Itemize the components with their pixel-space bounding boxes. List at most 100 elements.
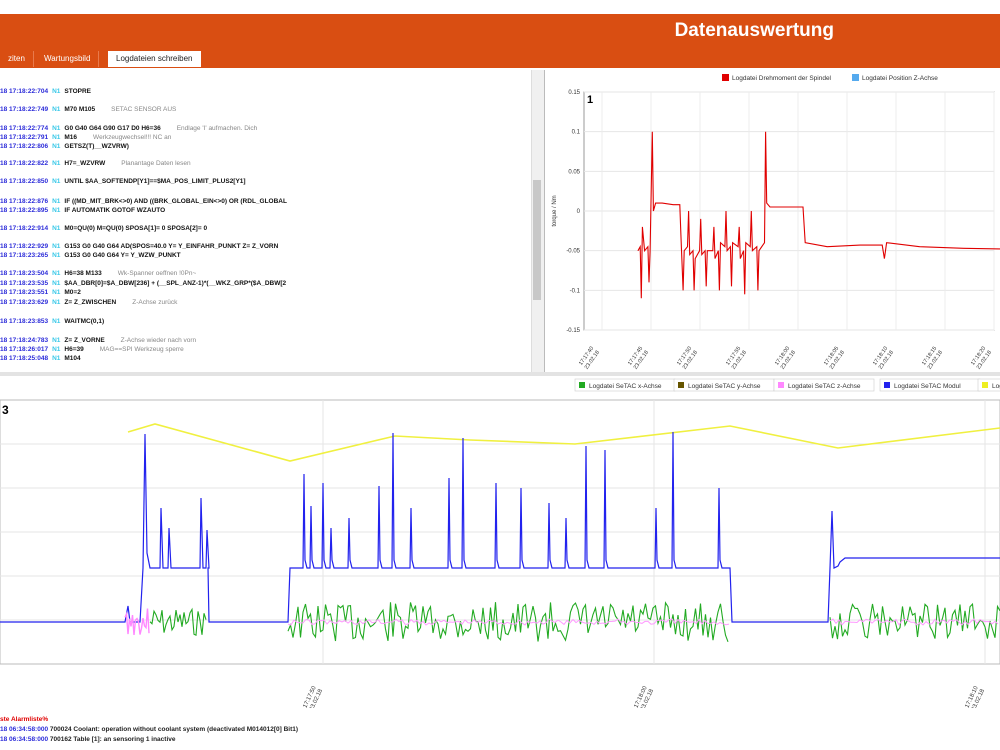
- log-line[interactable]: 18 17:18:22:704 N1 STOPRE: [0, 88, 111, 95]
- series-line-z-axis: [287, 618, 730, 626]
- y-tick-label: -0.1: [570, 288, 581, 294]
- log-line[interactable]: 18 17:18:23:535 N1 $AA_DBR[0]=$A_DBW[236] …: [0, 280, 306, 287]
- log-line[interactable]: 18 17:18:23:853 N1 WAITMC(0,1): [0, 318, 124, 325]
- log-ts: 18 17:18:22:774: [0, 125, 49, 132]
- log-cmd: M70 M105: [64, 106, 96, 113]
- log-cmt: Planantage Daten lesen: [121, 160, 191, 167]
- log-line[interactable]: 18 17:18:22:895 N1 IF AUTOMATIK GOTOF WZAU…: [0, 207, 185, 214]
- y-tick-label: 0.1: [572, 130, 581, 136]
- legend-label: Logdatei: [992, 383, 1000, 390]
- log-line[interactable]: 18 17:18:22:929 N1 G153 G0 G40 G64 AD(SPOS…: [0, 243, 298, 250]
- log-cmd: H7=_WZVRW: [64, 160, 106, 167]
- log-ts: 18 17:18:22:914: [0, 225, 49, 232]
- legend-label: Logdatei SeTAC x-Achse: [589, 383, 662, 390]
- torque-series-line: [637, 131, 1000, 299]
- log-nb: N1: [52, 346, 61, 353]
- panel-splitter[interactable]: [0, 372, 1000, 376]
- alarm-row[interactable]: 18 06:34:58:000 700162 Table [1]: an sen…: [0, 736, 176, 743]
- log-cmd: UNTIL $AA_SOFTENDP[Y1]==$MA_POS_LIMIT_PL…: [64, 178, 246, 185]
- log-ts: 18 17:18:22:895: [0, 207, 49, 214]
- y-tick-label: -0.05: [566, 249, 580, 255]
- log-nb: N1: [52, 160, 61, 167]
- log-cmd: GETSZ(T)__WZVRW): [64, 143, 129, 150]
- log-cmd: Z= Z_VORNE: [64, 337, 105, 344]
- alarm-timestamp: 18 06:34:58:000: [0, 736, 49, 743]
- log-nb: N1: [52, 125, 61, 132]
- top-strip: [0, 0, 1000, 14]
- log-nb: N1: [52, 299, 61, 306]
- tab-wartungsbild[interactable]: Wartungsbild: [36, 51, 100, 67]
- series-line-x-axis: [149, 607, 207, 637]
- log-nb: N1: [52, 178, 61, 185]
- nc-log-panel: 18 17:18:22:704 N1 STOPRE 18 17:18:22:749 N1…: [0, 70, 545, 373]
- log-nb: N1: [52, 207, 61, 214]
- log-cmt: Z-Achse zurück: [132, 299, 178, 306]
- series-line-modul: [0, 431, 1000, 623]
- legend-swatch: [884, 382, 890, 388]
- series-line-x-axis: [829, 602, 1000, 640]
- log-line[interactable]: 18 17:18:22:822 N1 H7=_WZVRW Planantage Dat…: [0, 160, 195, 167]
- tab-logdateien-schreiben[interactable]: Logdateien schreiben: [108, 51, 201, 67]
- log-scrollbar-thumb[interactable]: [533, 180, 541, 300]
- log-cmt: MAG==SPI Werkzeug sperre: [99, 346, 184, 353]
- log-line[interactable]: 18 17:18:22:850 N1 UNTIL $AA_SOFTENDP[Y1]=…: [0, 178, 266, 185]
- log-nb: N1: [52, 225, 61, 232]
- legend-label-z-position: Logdatei Position Z-Achse: [862, 75, 938, 82]
- y-tick-label: 0: [577, 209, 581, 215]
- log-line[interactable]: 18 17:18:22:749 N1 M70 M105 SETAC SENSOR AU…: [0, 106, 180, 113]
- chart-number: 3: [2, 403, 9, 417]
- log-nb: N1: [52, 270, 61, 277]
- log-line[interactable]: 18 17:18:23:551 N1 M0=2: [0, 289, 101, 296]
- log-cmd: M16: [64, 134, 78, 141]
- log-line[interactable]: 18 17:18:22:791 N1 M16 Werkzeugwechsel!!! N…: [0, 134, 175, 141]
- log-line[interactable]: 18 17:18:26:017 N1 H6=39 MAG==SPI Werkzeug …: [0, 346, 188, 353]
- log-ts: 18 17:18:23:853: [0, 318, 49, 325]
- log-cmd: IF AUTOMATIK GOTOF WZAUTO: [64, 207, 166, 214]
- log-ts: 18 17:18:23:265: [0, 252, 49, 259]
- y-axis-label: torque / Nm: [552, 195, 558, 226]
- log-ts: 18 17:18:22:749: [0, 106, 49, 113]
- y-tick-label: 0.05: [568, 169, 580, 175]
- legend-label-torque: Logdatei Drehmoment der Spindel: [732, 75, 832, 82]
- log-ts: 18 17:18:22:704: [0, 88, 49, 95]
- log-line[interactable]: 18 17:18:25:048 N1 M104: [0, 355, 101, 362]
- log-cmd: M0=2: [64, 289, 81, 296]
- log-line[interactable]: 18 17:18:24:783 N1 Z= Z_VORNE Z-Achse wiede…: [0, 337, 200, 344]
- alarm-text: 700024 Coolant: operation without coolan…: [49, 726, 299, 733]
- legend-label: Logdatei SeTAC z-Achse: [788, 383, 861, 390]
- log-line[interactable]: 18 17:18:22:774 N1 G0 G40 G64 G90 G17 D0 H…: [0, 125, 261, 132]
- alarm-text: 700162 Table [1]: an sensoring 1 inactiv…: [49, 736, 176, 743]
- y-tick-label: 0.15: [568, 90, 580, 96]
- log-cmt: Wk-Spanner oeffnen !0Pn~: [117, 270, 197, 277]
- alarm-row[interactable]: 18 06:34:58:000 700024 Coolant: operatio…: [0, 726, 298, 733]
- log-cmd: STOPRE: [64, 88, 91, 95]
- log-cmt: Endlage 'I' aufmachen. Dich: [176, 125, 258, 132]
- log-line[interactable]: 18 17:18:23:504 N1 H6=38 M133 Wk-Spanner oe…: [0, 270, 200, 277]
- log-line[interactable]: 18 17:18:22:806 N1 GETSZ(T)__WZVRW): [0, 143, 149, 150]
- log-line[interactable]: 18 17:18:22:914 N1 M0=QU(0) M=QU(0) SPOSA[…: [0, 225, 227, 232]
- alarm-list: ste Alarmliste% 18 06:34:58:000 700024 C…: [0, 712, 1000, 750]
- log-line[interactable]: 18 17:18:23:629 N1 Z= Z_ZWISCHEN Z-Achse zu…: [0, 299, 181, 306]
- log-line[interactable]: 18 17:18:23:265 N1 G153 G0 G40 G64 Y= Y_WZ…: [0, 252, 201, 259]
- log-line[interactable]: 18 17:18:22:876 N1 IF ((MD_MIT_BRK<>0) AND…: [0, 198, 307, 205]
- tab-zeiten[interactable]: ziten: [0, 51, 34, 67]
- log-ts: 18 17:18:22:806: [0, 143, 49, 150]
- legend-swatch-z-position: [852, 74, 859, 81]
- log-ts: 18 17:18:22:929: [0, 243, 49, 250]
- log-nb: N1: [52, 198, 61, 205]
- log-nb: N1: [52, 289, 61, 296]
- log-ts: 18 17:18:24:783: [0, 337, 49, 344]
- log-ts: 18 17:18:22:822: [0, 160, 49, 167]
- series-line-z-axis: [124, 608, 150, 635]
- legend-label: Logdatei SeTAC Modul: [894, 383, 961, 390]
- torque-chart: Logdatei Drehmoment der Spindel Logdatei …: [546, 70, 1000, 380]
- log-ts: 18 17:18:23:535: [0, 280, 49, 287]
